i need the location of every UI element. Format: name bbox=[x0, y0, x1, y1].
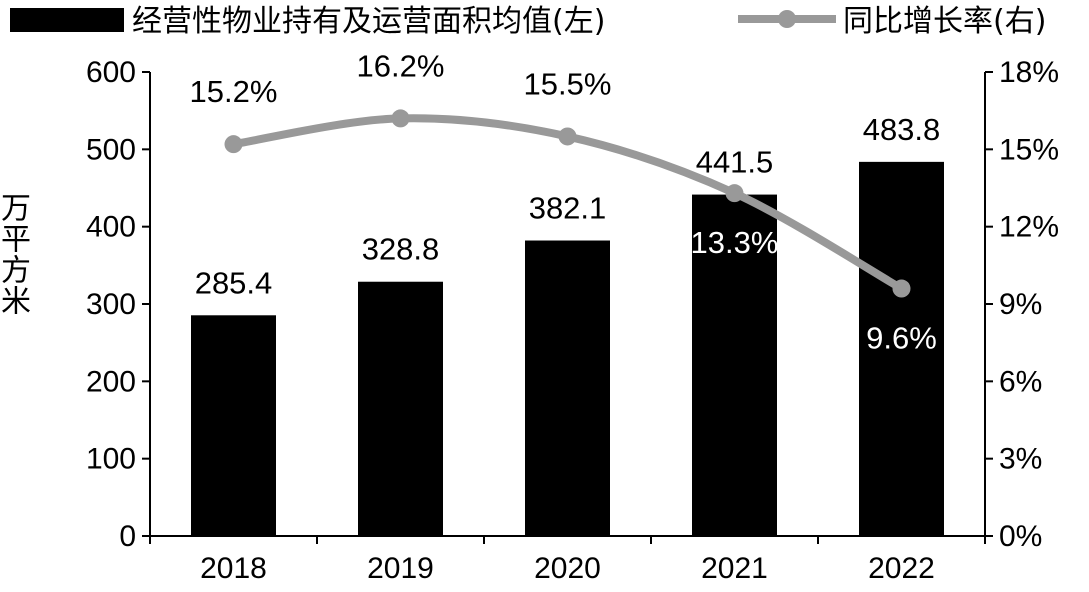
y-left-tick-label: 500 bbox=[86, 133, 136, 166]
growth-rate-point-2022 bbox=[892, 279, 911, 298]
bar-value-label: 441.5 bbox=[696, 145, 774, 180]
y-left-tick-label: 600 bbox=[86, 56, 136, 89]
y-right-tick-label: 12% bbox=[999, 211, 1059, 244]
y-left-tick-label: 200 bbox=[86, 365, 136, 398]
y-axis-right-ticks: 0% 3% 6% 9% 12% 15% 18% bbox=[985, 56, 1059, 553]
data-labels: 285.4 328.8 382.1 441.5 483.8 15.2% 16.2% 15.5%… bbox=[190, 48, 941, 355]
bar-2018 bbox=[191, 315, 276, 536]
bar-2022 bbox=[859, 161, 944, 536]
growth-rate-point-2020 bbox=[558, 127, 577, 146]
growth-rate-label: 9.6% bbox=[866, 321, 937, 356]
y-right-tick-label: 9% bbox=[999, 288, 1042, 321]
bar-value-label: 285.4 bbox=[195, 265, 273, 300]
legend: 经营性物业持有及运营面积均值(左) 同比增长率(右) bbox=[10, 4, 1046, 39]
growth-rate-point-2019 bbox=[391, 109, 410, 128]
x-tick-label: 2022 bbox=[868, 552, 935, 585]
bar-2021 bbox=[692, 194, 777, 536]
y-right-tick-label: 3% bbox=[999, 443, 1042, 476]
x-tick-label: 2019 bbox=[367, 552, 434, 585]
y-right-tick-label: 18% bbox=[999, 56, 1059, 89]
legend-bar-swatch bbox=[10, 8, 124, 32]
y-right-tick-label: 15% bbox=[999, 133, 1059, 166]
x-axis-ticks: 2018 2019 2020 2021 2022 bbox=[149, 536, 986, 585]
growth-rate-label: 13.3% bbox=[691, 225, 779, 260]
bar-value-label: 382.1 bbox=[529, 191, 607, 226]
x-tick-label: 2018 bbox=[200, 552, 267, 585]
bar-2019 bbox=[358, 281, 443, 536]
legend-line-marker bbox=[778, 10, 796, 28]
legend-bar-label: 经营性物业持有及运营面积均值(左) bbox=[132, 4, 605, 39]
bar-2020 bbox=[525, 240, 610, 536]
y-left-tick-label: 400 bbox=[86, 211, 136, 244]
bar-value-label: 328.8 bbox=[362, 232, 440, 267]
y-left-tick-label: 100 bbox=[86, 443, 136, 476]
y-right-tick-label: 6% bbox=[999, 365, 1042, 398]
x-tick-label: 2020 bbox=[534, 552, 601, 585]
growth-rate-label: 15.5% bbox=[524, 66, 612, 101]
y-left-tick-label: 0 bbox=[119, 520, 136, 553]
y-right-tick-label: 0% bbox=[999, 520, 1042, 553]
growth-rate-label: 16.2% bbox=[357, 48, 445, 83]
y-axis-left-ticks: 0 100 200 300 400 500 600 bbox=[86, 56, 150, 553]
line-series bbox=[224, 109, 911, 298]
y-left-tick-label: 300 bbox=[86, 288, 136, 321]
x-tick-label: 2021 bbox=[701, 552, 768, 585]
y-axis-left-label: 万平方米 bbox=[1, 192, 31, 320]
bar-value-label: 483.8 bbox=[863, 112, 941, 147]
growth-rate-point-2021 bbox=[725, 184, 744, 203]
growth-rate-point-2018 bbox=[224, 135, 243, 154]
growth-rate-label: 15.2% bbox=[190, 74, 278, 109]
bar-series bbox=[191, 161, 944, 536]
legend-line-label: 同比增长率(右) bbox=[843, 4, 1046, 39]
